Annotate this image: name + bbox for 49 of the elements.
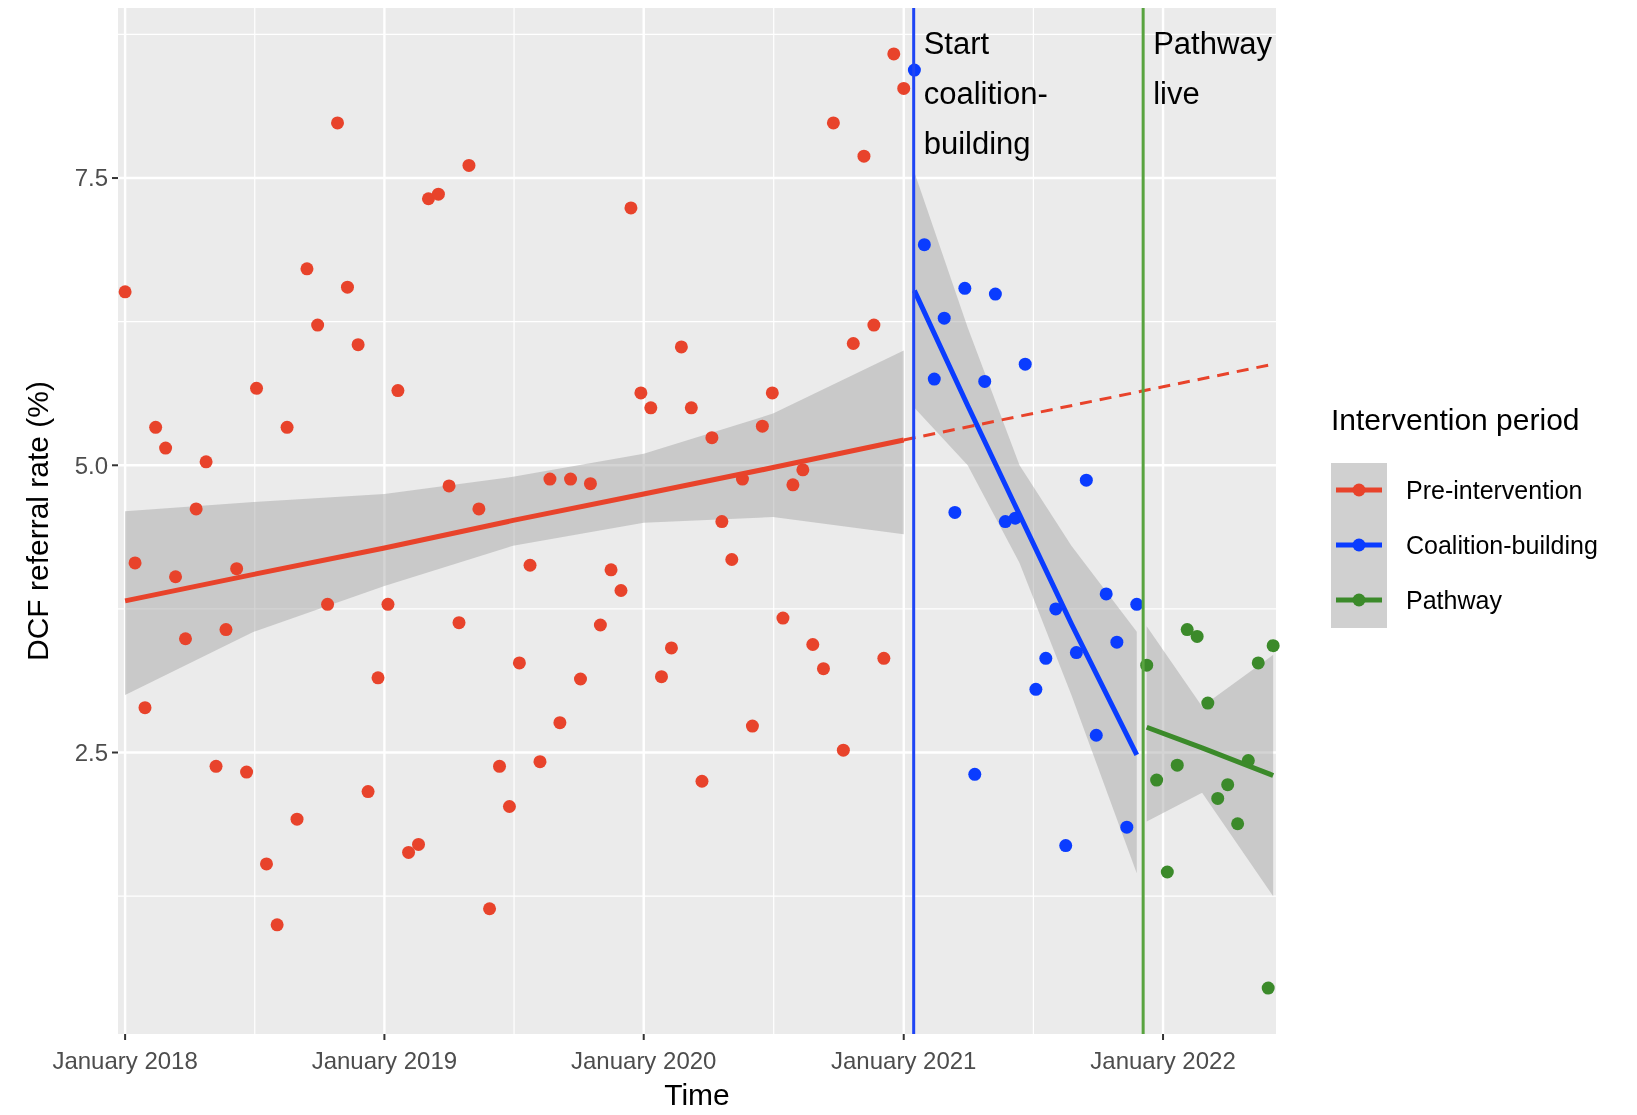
point (968, 767, 982, 781)
legend-title: Intervention period (1331, 403, 1580, 436)
point (1029, 682, 1043, 696)
point (1069, 646, 1083, 660)
point (917, 238, 931, 252)
point (1266, 639, 1280, 653)
x-tick-label: January 2021 (831, 1047, 977, 1074)
point (948, 505, 962, 519)
point (1160, 865, 1174, 879)
x-tick-label: January 2020 (570, 1047, 717, 1074)
legend-label: Pathway (1406, 585, 1503, 614)
point (958, 281, 972, 295)
point (1190, 629, 1204, 643)
legend-label: Coalition-building (1406, 530, 1598, 559)
point (927, 372, 941, 386)
point (1049, 602, 1063, 616)
point (1150, 773, 1164, 787)
point (1079, 473, 1093, 487)
point (1251, 656, 1265, 670)
ref-line-label: Pathway live (1153, 26, 1273, 111)
y-axis-title: DCF referral rate (%) (21, 380, 54, 662)
x-tick-label: January 2019 (311, 1047, 458, 1074)
point (1130, 597, 1144, 611)
point (978, 374, 992, 388)
point (998, 515, 1012, 529)
point (1170, 758, 1184, 772)
point (1221, 778, 1235, 792)
point (1059, 839, 1073, 853)
y-tick-label: 2.5 (74, 738, 108, 766)
point (1180, 623, 1194, 637)
point (1099, 587, 1113, 601)
point (1018, 357, 1032, 371)
legend-label: Pre-intervention (1406, 475, 1583, 504)
point (1110, 635, 1124, 649)
point (937, 311, 951, 325)
point (1261, 981, 1275, 995)
point (1089, 728, 1103, 742)
y-tick-label: 5.0 (74, 451, 108, 479)
point (1211, 791, 1225, 805)
point (1120, 820, 1134, 834)
y-tick-label: 7.5 (74, 164, 108, 192)
x-axis-title: Time (664, 1078, 730, 1111)
point (988, 287, 1002, 301)
ref-line-label: Start coalition-building (923, 26, 1048, 161)
point (1231, 817, 1245, 831)
point (1039, 651, 1053, 665)
x-tick-label: January 2018 (52, 1047, 198, 1074)
point (1201, 696, 1215, 710)
x-tick-label: January 2022 (1090, 1047, 1236, 1074)
